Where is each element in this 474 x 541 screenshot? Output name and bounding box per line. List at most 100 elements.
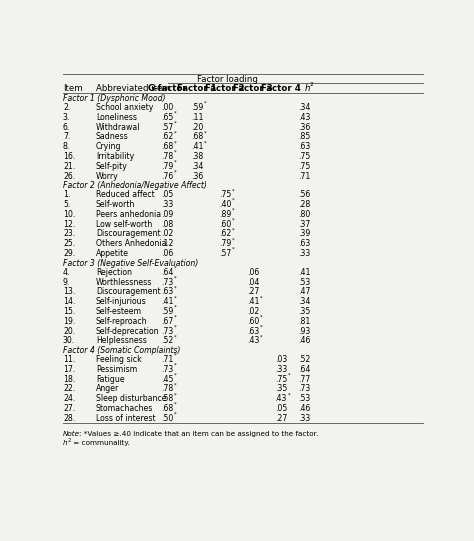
Text: Irritability: Irritability [96, 152, 134, 161]
Text: School anxiety: School anxiety [96, 103, 154, 112]
Text: .73: .73 [162, 278, 174, 287]
Text: 2: 2 [310, 82, 313, 87]
Text: Self-injurious: Self-injurious [96, 297, 147, 306]
Text: 23.: 23. [63, 229, 75, 239]
Text: *: * [232, 217, 235, 222]
Text: 25.: 25. [63, 239, 75, 248]
Text: 16.: 16. [63, 152, 75, 161]
Text: Discouragement: Discouragement [96, 287, 161, 296]
Text: Stomachaches: Stomachaches [96, 404, 154, 413]
Text: 9.: 9. [63, 278, 70, 287]
Text: *: * [174, 111, 177, 116]
Text: .93: .93 [299, 327, 311, 335]
Text: .33: .33 [299, 249, 311, 258]
Text: 4.: 4. [63, 268, 71, 277]
Text: .35: .35 [274, 385, 287, 393]
Text: .71: .71 [162, 355, 174, 364]
Text: .41: .41 [299, 268, 311, 277]
Text: 18.: 18. [63, 374, 75, 384]
Text: *: * [174, 325, 177, 329]
Text: .63: .63 [299, 142, 311, 151]
Text: .58: .58 [162, 394, 174, 403]
Text: .73: .73 [162, 365, 174, 374]
Text: 11.: 11. [63, 355, 75, 364]
Text: .64: .64 [299, 365, 311, 374]
Text: Factor 2 (Anhedonia/Negative Affect): Factor 2 (Anhedonia/Negative Affect) [63, 181, 207, 190]
Text: *: * [174, 121, 177, 126]
Text: .52: .52 [299, 355, 311, 364]
Text: 1.: 1. [63, 190, 71, 199]
Text: .06: .06 [247, 268, 259, 277]
Text: *: * [204, 140, 206, 145]
Text: *: * [174, 305, 177, 310]
Text: *: * [174, 382, 177, 387]
Text: .53: .53 [299, 394, 311, 403]
Text: Pessimism: Pessimism [96, 365, 137, 374]
Text: *: * [174, 140, 177, 145]
Text: .89: .89 [219, 210, 231, 219]
Text: .63: .63 [299, 239, 311, 248]
Text: Rejection: Rejection [96, 268, 132, 277]
Text: .75: .75 [299, 162, 311, 171]
Text: *: * [260, 325, 263, 329]
Text: 15.: 15. [63, 307, 75, 316]
Text: 8.: 8. [63, 142, 70, 151]
Text: .68: .68 [191, 133, 203, 141]
Text: .11: .11 [191, 113, 203, 122]
Text: Factor 3: Factor 3 [233, 84, 273, 93]
Text: .05: .05 [162, 190, 174, 199]
Text: G-factor: G-factor [148, 84, 188, 93]
Text: Withdrawal: Withdrawal [96, 123, 140, 131]
Text: .34: .34 [191, 162, 203, 171]
Text: .79: .79 [162, 162, 174, 171]
Text: .27: .27 [274, 414, 287, 423]
Text: .60: .60 [219, 220, 231, 229]
Text: .62: .62 [162, 133, 174, 141]
Text: Fatigue: Fatigue [96, 374, 125, 384]
Text: .37: .37 [299, 220, 311, 229]
Text: 19.: 19. [63, 316, 75, 326]
Text: .41: .41 [247, 297, 259, 306]
Text: Factor 3 (Negative Self-Evaluation): Factor 3 (Negative Self-Evaluation) [63, 259, 198, 268]
Text: Peers anhedonia: Peers anhedonia [96, 210, 161, 219]
Text: .03: .03 [274, 355, 287, 364]
Text: 17.: 17. [63, 365, 75, 374]
Text: .02: .02 [247, 307, 259, 316]
Text: .75: .75 [219, 190, 231, 199]
Text: Self-deprecation: Self-deprecation [96, 327, 160, 335]
Text: .81: .81 [299, 316, 311, 326]
Text: .46: .46 [299, 404, 311, 413]
Text: Low self-worth: Low self-worth [96, 220, 152, 229]
Text: *: * [232, 237, 235, 242]
Text: .79: .79 [219, 239, 231, 248]
Text: .63: .63 [247, 327, 259, 335]
Text: *: * [204, 101, 206, 106]
Text: .59: .59 [162, 307, 174, 316]
Text: .35: .35 [299, 307, 311, 316]
Text: Others Anhedonia: Others Anhedonia [96, 239, 166, 248]
Text: .05: .05 [274, 404, 287, 413]
Text: 6.: 6. [63, 123, 70, 131]
Text: .75: .75 [299, 152, 311, 161]
Text: Worry: Worry [96, 171, 118, 181]
Text: .63: .63 [162, 287, 174, 296]
Text: 10.: 10. [63, 210, 75, 219]
Text: Feeling sick: Feeling sick [96, 355, 142, 364]
Text: *: * [232, 227, 235, 233]
Text: .02: .02 [162, 229, 174, 239]
Text: .00: .00 [162, 103, 174, 112]
Text: Appetite: Appetite [96, 249, 129, 258]
Text: *: * [287, 373, 290, 378]
Text: Self-esteem: Self-esteem [96, 307, 142, 316]
Text: .53: .53 [299, 278, 311, 287]
Text: .43: .43 [247, 337, 259, 345]
Text: .64: .64 [162, 268, 174, 277]
Text: Self-pity: Self-pity [96, 162, 128, 171]
Text: Factor 4: Factor 4 [261, 84, 301, 93]
Text: 27.: 27. [63, 404, 75, 413]
Text: .34: .34 [299, 103, 311, 112]
Text: .76: .76 [162, 171, 174, 181]
Text: .50: .50 [162, 414, 174, 423]
Text: Abbreviated item: Abbreviated item [96, 84, 171, 93]
Text: *: * [232, 198, 235, 203]
